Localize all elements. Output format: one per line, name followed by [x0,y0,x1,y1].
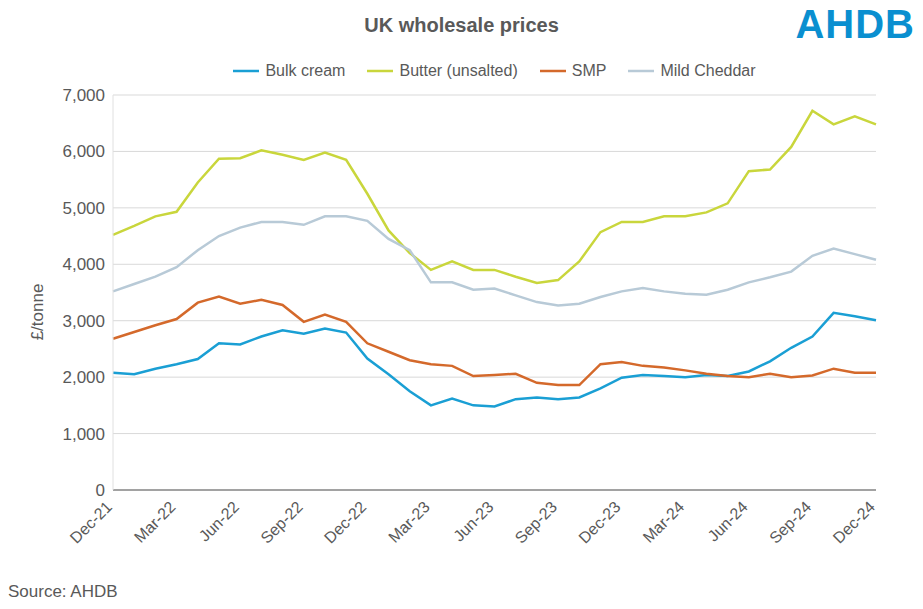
html-text:Source: AHDB: Source: AHDB [8,582,118,601]
svg-text:0: 0 [96,481,105,500]
svg-text:Dec-23: Dec-23 [575,498,624,547]
svg-text:5,000: 5,000 [62,199,105,218]
svg-text:6,000: 6,000 [62,142,105,161]
html-text:£/tonne: £/tonne [28,283,48,341]
html-text:UK wholesale prices: UK wholesale prices [364,14,559,36]
svg-text:Mar-24: Mar-24 [640,498,688,546]
svg-text:Jun-22: Jun-22 [196,498,243,545]
svg-text:Dec-21: Dec-21 [67,498,116,547]
svg-text:Sep-23: Sep-23 [512,498,561,547]
html-text:AHDB: AHDB [795,2,915,46]
html-text:Mild Cheddar: Mild Cheddar [660,62,756,79]
svg-text:2,000: 2,000 [62,368,105,387]
html-text:SMP: SMP [571,62,607,79]
html-text:Butter (unsalted): Butter (unsalted) [399,62,518,79]
svg-text:Dec-24: Dec-24 [830,498,879,547]
svg-text:Mar-23: Mar-23 [385,498,433,546]
svg-text:Dec-22: Dec-22 [321,498,370,547]
svg-text:Jun-24: Jun-24 [704,498,751,545]
svg-text:Sep-24: Sep-24 [766,498,815,547]
svg-text:Jun-23: Jun-23 [450,498,497,545]
html-text:Bulk cream: Bulk cream [265,62,346,79]
svg-text:Mar-22: Mar-22 [131,498,179,546]
svg-text:3,000: 3,000 [62,312,105,331]
svg-text:Sep-22: Sep-22 [257,498,306,547]
svg-text:7,000: 7,000 [62,86,105,105]
svg-text:1,000: 1,000 [62,425,105,444]
svg-text:4,000: 4,000 [62,255,105,274]
